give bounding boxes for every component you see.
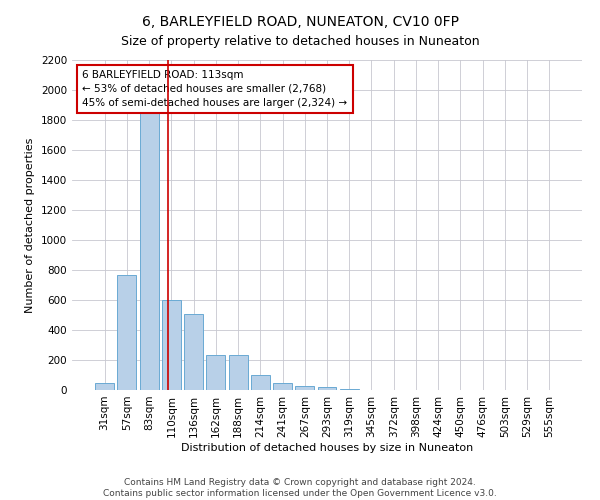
Text: Contains HM Land Registry data © Crown copyright and database right 2024.
Contai: Contains HM Land Registry data © Crown c… [103,478,497,498]
Bar [206,355,225,390]
Bar [118,274,136,390]
Bar [295,386,314,390]
Y-axis label: Number of detached properties: Number of detached properties [25,138,35,312]
Text: 6, BARLEYFIELD ROAD, NUNEATON, CV10 0FP: 6, BARLEYFIELD ROAD, NUNEATON, CV10 0FP [142,15,458,29]
Bar [340,389,359,390]
Bar [229,355,248,390]
Bar [95,382,114,390]
Bar [184,314,203,390]
Bar [140,110,158,390]
Text: Size of property relative to detached houses in Nuneaton: Size of property relative to detached ho… [121,35,479,48]
Text: 6 BARLEYFIELD ROAD: 113sqm
← 53% of detached houses are smaller (2,768)
45% of s: 6 BARLEYFIELD ROAD: 113sqm ← 53% of deta… [82,70,347,108]
X-axis label: Distribution of detached houses by size in Nuneaton: Distribution of detached houses by size … [181,442,473,452]
Bar [317,387,337,390]
Bar [251,375,270,390]
Bar [162,300,181,390]
Bar [273,382,292,390]
